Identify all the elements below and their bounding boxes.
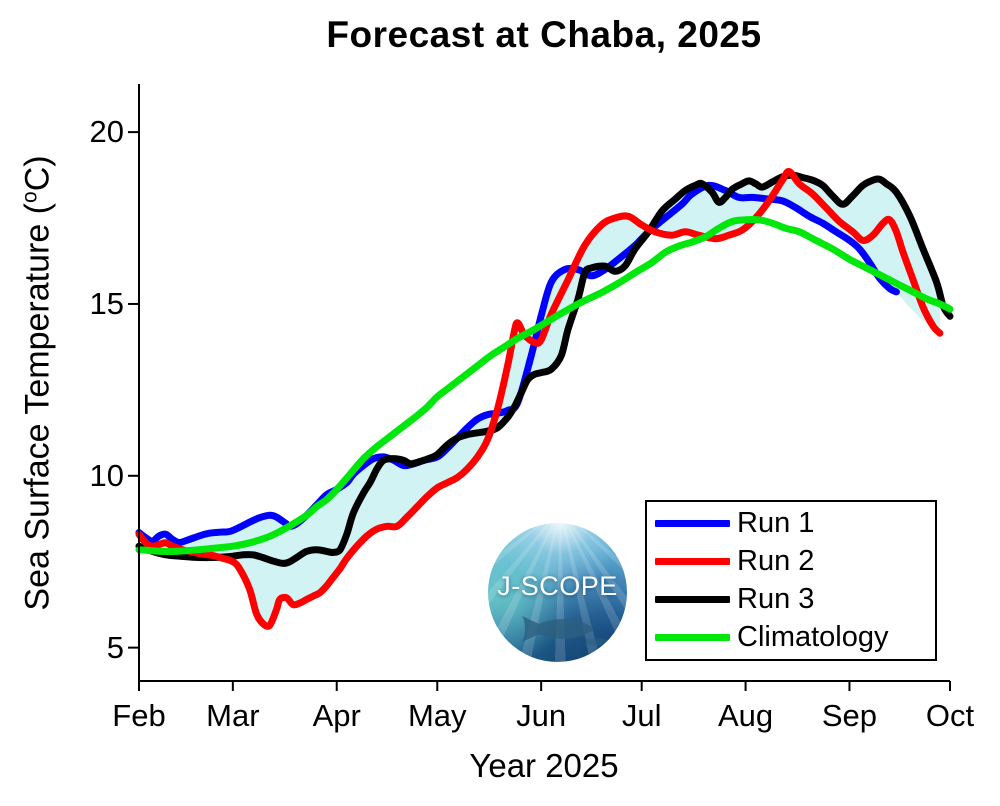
x-tick-label: Sep <box>821 698 878 733</box>
x-tick-label: Mar <box>206 698 260 733</box>
y-tick-label: 15 <box>89 285 124 321</box>
x-axis-label: Year 2025 <box>469 747 619 784</box>
series-run-2-line <box>135 168 944 630</box>
x-tick-label: May <box>407 698 467 733</box>
y-tick-label: 10 <box>89 457 124 493</box>
x-tick-label: Jul <box>621 698 662 733</box>
legend-label-run-1: Run 1 <box>737 506 815 539</box>
chart-title: Forecast at Chaba, 2025 <box>326 14 762 55</box>
x-tick-label: Apr <box>312 698 361 733</box>
y-axis-label-degree: o <box>18 191 42 203</box>
legend-label-run-3: Run 3 <box>737 583 815 616</box>
x-tick-label: Jun <box>516 698 567 733</box>
x-tick-label: Oct <box>925 698 975 733</box>
x-tick-label: Feb <box>112 698 166 733</box>
logo-text: J-SCOPE <box>497 571 618 601</box>
y-axis-label: Sea Surface Temperature (oC) <box>18 155 57 610</box>
legend-entry-run-2: Run 2 <box>655 542 935 580</box>
legend-label-climatology: Climatology <box>737 621 889 654</box>
legend-line-climatology <box>655 634 730 642</box>
legend-label-run-2: Run 2 <box>737 544 815 577</box>
series-run-3-line <box>135 171 954 567</box>
legend-line-run-3 <box>655 596 730 604</box>
legend-entry-climatology: Climatology <box>655 619 935 657</box>
legend-entry-run-1: Run 1 <box>655 504 935 542</box>
legend-entry-run-3: Run 3 <box>655 581 935 619</box>
y-tick-label: 5 <box>106 629 124 665</box>
small-fish-icon <box>585 637 611 647</box>
y-axis-label-end: C) <box>18 155 57 192</box>
series-climatology-line <box>135 215 954 555</box>
legend-line-run-2 <box>655 557 730 565</box>
y-axis-label-base: Sea Surface Temperature ( <box>18 202 57 611</box>
plot-area <box>128 84 954 691</box>
x-tick-label: Aug <box>717 698 774 733</box>
jscope-logo: J-SCOPE <box>488 523 627 662</box>
legend-line-run-1 <box>655 519 730 527</box>
y-tick-label: 20 <box>89 114 124 150</box>
legend: Run 1 Run 2 Run 3 Climatology <box>645 500 937 661</box>
envelope-fill <box>139 171 940 626</box>
fish-icon <box>522 613 594 642</box>
